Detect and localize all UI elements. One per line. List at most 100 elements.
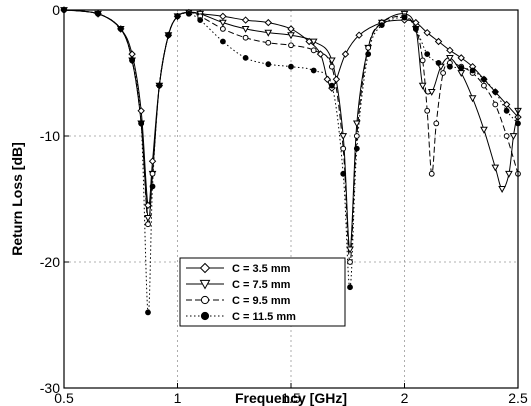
data-point <box>288 42 294 49</box>
data-point <box>355 31 363 39</box>
data-point <box>264 29 273 37</box>
data-point <box>433 120 440 127</box>
data-point <box>287 25 295 33</box>
data-point <box>145 309 151 316</box>
data-point <box>491 164 500 172</box>
data-point <box>457 54 465 62</box>
data-point <box>145 221 151 228</box>
data-point <box>347 284 353 291</box>
data-point <box>340 145 347 152</box>
data-point <box>423 28 431 37</box>
data-point <box>509 133 518 141</box>
data-point <box>310 47 317 54</box>
data-point <box>447 63 453 70</box>
data-point <box>332 75 341 84</box>
data-point <box>401 14 408 21</box>
data-point <box>144 215 152 222</box>
data-point <box>242 34 249 41</box>
data-point <box>435 60 442 66</box>
data-point <box>347 259 353 265</box>
y-tick-label: -10 <box>40 128 60 144</box>
data-point <box>353 133 360 139</box>
x-tick-label: 0.5 <box>54 390 74 406</box>
data-point <box>241 16 250 24</box>
data-point <box>310 67 317 74</box>
data-point <box>316 50 325 58</box>
legend-item: C = 9.5 mm <box>186 295 291 307</box>
data-point <box>328 63 335 70</box>
data-point <box>412 18 420 27</box>
data-point <box>418 82 427 90</box>
data-point <box>424 51 431 57</box>
data-point <box>165 32 172 39</box>
legend-marker <box>199 279 211 290</box>
x-axis-title: Frequency [GHz] <box>235 390 347 406</box>
legend-item: C = 3.5 mm <box>186 262 291 275</box>
x-axis-ticks: 0.5 1 1.5 2 2.5 <box>54 383 528 406</box>
data-point <box>446 46 454 55</box>
data-point <box>480 126 488 134</box>
data-point <box>492 101 499 108</box>
data-point <box>365 44 372 51</box>
data-point <box>323 75 332 84</box>
data-point <box>288 63 294 70</box>
y-axis-title: Return Loss [dB] <box>9 142 25 256</box>
data-point <box>353 145 360 152</box>
data-point <box>446 54 454 62</box>
legend-label: C = 11.5 mm <box>232 311 296 323</box>
y-tick-label: -30 <box>40 380 60 396</box>
data-point <box>149 170 156 177</box>
data-point <box>148 157 157 165</box>
data-point <box>468 95 477 103</box>
data-point <box>219 19 227 27</box>
data-point <box>241 26 250 33</box>
data-point <box>265 39 272 46</box>
data-point <box>419 57 426 64</box>
data-point <box>128 50 136 58</box>
y-axis-ticks: 0 -10 -20 -30 <box>40 2 69 396</box>
legend: C = 3.5 mm C = 7.5 mm C = 9.5 mm C = 11.5 m… <box>179 257 346 327</box>
legend-label: C = 9.5 mm <box>232 295 291 307</box>
legend-item: C = 7.5 mm <box>186 279 291 291</box>
data-point <box>185 10 192 17</box>
data-point <box>144 201 152 210</box>
data-point <box>365 51 372 57</box>
data-point <box>309 38 318 46</box>
y-tick-label: 0 <box>52 2 60 18</box>
data-point <box>156 82 163 89</box>
data-point <box>412 26 419 32</box>
data-point <box>328 57 336 65</box>
data-point <box>352 120 361 128</box>
data-point <box>129 57 136 64</box>
data-point <box>264 18 273 27</box>
data-point <box>138 120 145 127</box>
legend-marker <box>199 262 211 274</box>
data-point <box>95 10 101 17</box>
data-point <box>457 70 466 78</box>
data-point <box>346 246 354 254</box>
data-point <box>481 82 487 89</box>
data-point <box>197 17 204 23</box>
series-markers-4 <box>61 7 521 316</box>
data-point <box>341 50 350 58</box>
legend-marker <box>200 295 210 305</box>
legend-label: C = 7.5 mm <box>232 279 291 291</box>
data-point <box>469 67 476 74</box>
data-point <box>149 183 156 190</box>
data-point <box>220 26 226 32</box>
x-tick-label: 1 <box>174 390 182 406</box>
data-point <box>174 13 181 20</box>
data-point <box>502 100 511 109</box>
x-tick-label: 1.5 <box>281 390 301 406</box>
data-point <box>434 37 443 46</box>
legend-label: C = 3.5 mm <box>232 263 291 275</box>
data-point <box>242 54 249 61</box>
data-point <box>498 186 506 193</box>
data-point <box>340 170 347 177</box>
data-point <box>424 107 431 114</box>
data-point <box>117 26 124 32</box>
data-point <box>328 82 335 89</box>
data-point <box>265 61 272 68</box>
data-point <box>481 76 487 83</box>
